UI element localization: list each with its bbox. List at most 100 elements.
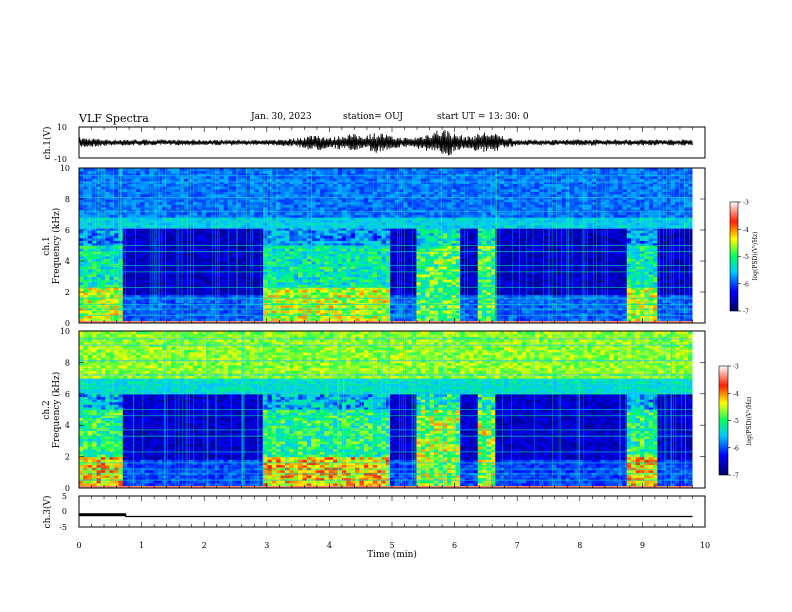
spectrogram-cell bbox=[320, 266, 325, 270]
spectrogram-cell bbox=[341, 232, 347, 236]
spectrogram-cell bbox=[284, 250, 290, 254]
spectrogram-cell bbox=[293, 178, 299, 182]
spectrogram-cell bbox=[127, 271, 133, 275]
spectrogram-cell bbox=[381, 211, 387, 216]
spectrogram-cell bbox=[197, 304, 203, 309]
spectrogram-cell bbox=[359, 178, 365, 182]
spectrogram-cell bbox=[96, 279, 102, 283]
spectrogram-cell bbox=[429, 292, 435, 296]
spectrogram-cell bbox=[83, 281, 89, 285]
spectrogram-cell bbox=[328, 294, 334, 298]
spectrogram-cell bbox=[271, 271, 277, 275]
spectrogram-cell bbox=[263, 193, 269, 198]
spectrogram-cell bbox=[333, 217, 339, 221]
spectrogram-cell bbox=[140, 230, 146, 234]
spectrogram-cell bbox=[114, 230, 120, 234]
spectrogram-cell bbox=[232, 261, 238, 265]
spectrogram-cell bbox=[127, 206, 133, 210]
spectrogram-cell bbox=[363, 302, 369, 306]
spectrogram-cell bbox=[306, 258, 312, 262]
spectrogram-cell bbox=[376, 180, 382, 185]
spectrogram-cell bbox=[197, 199, 203, 203]
spectrogram-cell bbox=[87, 248, 93, 252]
spectrogram-cell bbox=[127, 201, 133, 205]
spectrogram-cell bbox=[328, 230, 334, 234]
spectrogram-cell bbox=[135, 175, 141, 179]
spectrogram-cell bbox=[100, 297, 106, 301]
spectrogram-cell bbox=[280, 294, 286, 298]
spectrogram-cell bbox=[232, 242, 238, 247]
spectrogram-cell bbox=[341, 261, 347, 265]
spectrogram-cell bbox=[236, 191, 242, 195]
spectrogram-cell bbox=[114, 191, 120, 195]
spectrogram-cell bbox=[135, 261, 141, 265]
spectrogram-cell bbox=[267, 227, 273, 231]
spectrogram-cell bbox=[320, 186, 325, 190]
spectrogram-cell bbox=[184, 250, 190, 254]
spectrogram-cell bbox=[328, 204, 334, 208]
spectrogram-cell bbox=[223, 237, 229, 241]
spectrogram-cell bbox=[96, 175, 102, 179]
spectrogram-cell bbox=[289, 175, 295, 179]
spectrogram-cell bbox=[368, 317, 374, 322]
spectrogram-cell bbox=[385, 168, 391, 172]
spectrogram-cell bbox=[83, 268, 89, 272]
spectrogram-cell bbox=[271, 245, 277, 249]
spectrogram-cell bbox=[333, 219, 339, 223]
spectrogram-cell bbox=[433, 279, 439, 283]
spectrogram-cell bbox=[263, 240, 269, 244]
spectrogram-cell bbox=[184, 199, 190, 203]
spectrogram-cell bbox=[227, 178, 233, 182]
spectrogram-cell bbox=[350, 219, 356, 223]
spectrogram-cell bbox=[359, 170, 365, 174]
spectrogram-cell bbox=[355, 224, 361, 229]
spectrogram-cell bbox=[341, 250, 347, 254]
ch1-waveform-line bbox=[79, 129, 693, 156]
spectrogram-cell bbox=[276, 284, 282, 288]
spectrogram-cell bbox=[403, 304, 409, 309]
spectrogram-cell bbox=[254, 286, 260, 291]
spectrogram-cell bbox=[227, 219, 233, 223]
spectrogram-cell bbox=[241, 214, 247, 218]
spectrogram-cell bbox=[341, 281, 347, 285]
spectrogram-cell bbox=[188, 286, 194, 291]
spectrogram-cell bbox=[328, 191, 334, 195]
spectrogram-cell bbox=[210, 170, 216, 174]
spectrogram-cell bbox=[376, 214, 382, 218]
spectrogram-cell bbox=[201, 268, 207, 272]
spectrogram-cell bbox=[324, 196, 330, 200]
spectrogram-cell bbox=[79, 304, 84, 309]
spectrogram-cell bbox=[363, 180, 369, 185]
spectrogram-cell bbox=[333, 312, 339, 316]
spectrogram-cell bbox=[350, 211, 356, 216]
spectrogram-cell bbox=[359, 224, 365, 229]
spectrogram-cell bbox=[390, 235, 396, 239]
spectrogram-cell bbox=[83, 222, 89, 226]
spectrogram-cell bbox=[289, 211, 295, 216]
spectrogram-cell bbox=[105, 235, 111, 239]
spectrogram-cell bbox=[140, 204, 146, 208]
spectrogram-cell bbox=[280, 168, 286, 172]
spectrogram-cell bbox=[433, 320, 439, 323]
spectrogram-cell bbox=[241, 299, 247, 303]
spectrogram-cell bbox=[429, 193, 435, 198]
spectrogram-cell bbox=[271, 227, 277, 231]
ch1-spectrogram-image bbox=[79, 168, 705, 323]
spectrogram-cell bbox=[324, 302, 330, 306]
spectrogram-cell bbox=[390, 168, 396, 172]
spectrogram-cell bbox=[385, 240, 391, 244]
spectrogram-cell bbox=[114, 188, 120, 192]
spectrogram-cell bbox=[341, 188, 347, 192]
spectrogram-cell bbox=[311, 175, 317, 179]
spectrogram-cell bbox=[201, 273, 207, 278]
spectrogram-cell bbox=[280, 320, 286, 323]
spectrogram-cell bbox=[425, 315, 431, 319]
spectrogram-cell bbox=[87, 276, 93, 280]
spectrogram-cell bbox=[192, 230, 198, 234]
spectrogram-cell bbox=[381, 266, 387, 270]
spectrogram-cell bbox=[429, 199, 435, 203]
spectrogram-cell bbox=[355, 168, 361, 172]
spectrogram-cell bbox=[433, 227, 439, 231]
spectrogram-cell bbox=[425, 178, 431, 182]
spectrogram-cell bbox=[394, 258, 400, 262]
